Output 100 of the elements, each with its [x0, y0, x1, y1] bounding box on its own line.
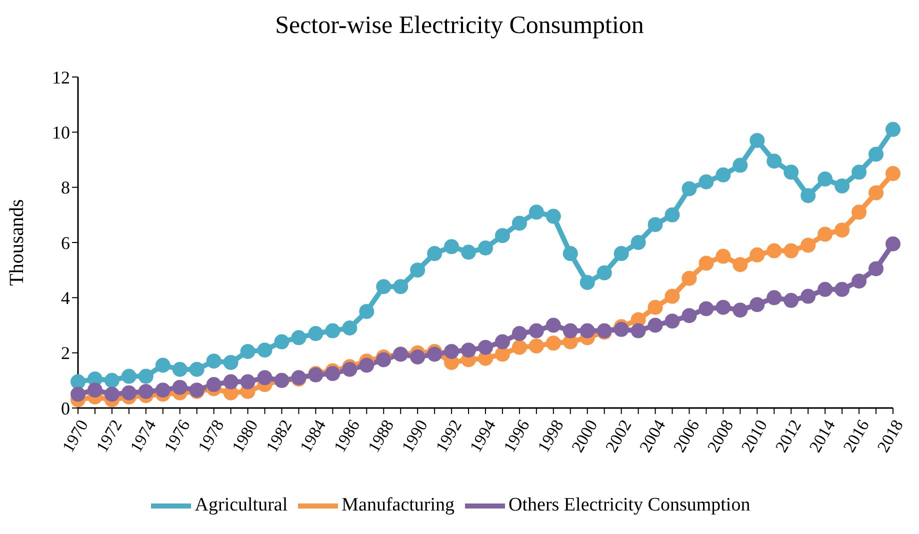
point	[664, 314, 680, 329]
point	[766, 290, 782, 306]
legend-label: Others Electricity Consumption	[508, 494, 750, 516]
point	[274, 334, 290, 350]
point	[359, 304, 374, 319]
point	[682, 181, 697, 196]
point	[512, 340, 527, 355]
point	[393, 279, 408, 294]
point	[732, 158, 748, 173]
point	[376, 352, 392, 368]
point	[308, 326, 324, 342]
point	[716, 248, 731, 264]
point	[614, 246, 629, 262]
point	[104, 386, 120, 402]
point	[818, 282, 833, 297]
point	[732, 257, 748, 272]
point	[461, 342, 476, 358]
point	[70, 374, 86, 390]
point	[716, 167, 731, 182]
point	[257, 370, 272, 386]
point	[546, 336, 561, 351]
y-axis-title: Thousands	[6, 198, 28, 286]
point	[512, 216, 527, 231]
point	[834, 178, 850, 194]
y-tick-label: 10	[52, 122, 70, 143]
point	[528, 338, 544, 354]
point	[206, 354, 222, 369]
point	[750, 247, 765, 262]
point	[257, 342, 272, 358]
point	[766, 154, 782, 169]
point	[648, 300, 663, 315]
point	[444, 239, 460, 254]
point	[478, 340, 493, 355]
point	[800, 288, 816, 304]
point	[494, 334, 510, 350]
point	[682, 270, 697, 286]
point	[834, 282, 850, 297]
point	[834, 222, 850, 238]
point	[784, 292, 799, 308]
point	[359, 358, 374, 373]
point	[478, 240, 493, 256]
point	[528, 204, 544, 220]
point	[818, 226, 833, 242]
point	[427, 246, 442, 262]
point	[121, 385, 136, 400]
point	[664, 207, 680, 222]
point	[444, 344, 460, 359]
point	[886, 236, 900, 252]
point	[410, 262, 426, 278]
point	[410, 349, 426, 364]
point	[868, 185, 884, 200]
chart-title: Sector-wise Electricity Consumption	[274, 11, 645, 41]
point	[512, 326, 527, 342]
point	[172, 380, 188, 395]
y-tick-label: 0	[61, 398, 70, 418]
point	[494, 346, 510, 362]
point	[223, 354, 238, 370]
legend-label: Manufacturing	[342, 494, 455, 516]
point	[138, 384, 154, 399]
y-tick-label: 2	[61, 343, 70, 364]
point	[698, 256, 714, 271]
point	[682, 308, 697, 324]
legend-label: Agricultural	[194, 494, 288, 516]
point	[886, 122, 900, 137]
point	[138, 368, 154, 384]
y-tick-label: 4	[61, 288, 70, 308]
point	[698, 174, 714, 190]
point	[716, 300, 731, 315]
point	[546, 208, 561, 224]
point	[784, 164, 799, 180]
point	[461, 244, 476, 260]
point	[852, 164, 867, 180]
point	[630, 235, 646, 250]
point	[580, 323, 595, 338]
point	[189, 362, 204, 377]
point	[87, 382, 102, 398]
point	[155, 358, 170, 373]
point	[104, 372, 120, 388]
point	[206, 377, 222, 392]
point	[121, 368, 136, 384]
point	[155, 382, 170, 398]
point	[750, 297, 765, 312]
point	[240, 374, 256, 390]
point	[648, 318, 663, 333]
point	[766, 243, 782, 258]
point	[427, 346, 442, 362]
point	[546, 318, 561, 333]
y-tick-label: 8	[61, 178, 70, 198]
point	[886, 166, 900, 182]
point	[732, 302, 748, 318]
point	[342, 320, 358, 336]
point	[868, 261, 884, 276]
point	[528, 323, 544, 338]
point	[172, 362, 188, 377]
point	[494, 228, 510, 244]
point	[223, 374, 238, 390]
y-tick-label: 12	[52, 67, 70, 88]
point	[698, 301, 714, 316]
point	[291, 330, 306, 346]
point	[325, 366, 340, 382]
